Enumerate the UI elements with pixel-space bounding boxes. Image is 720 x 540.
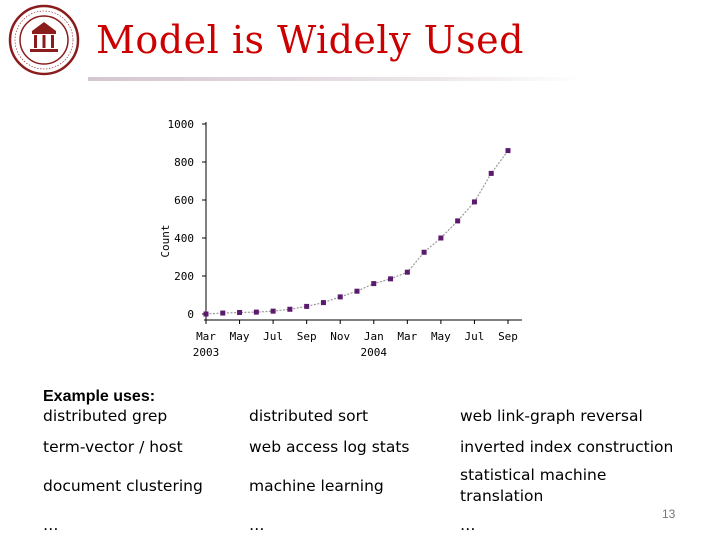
data-point — [337, 294, 343, 300]
data-point — [203, 311, 209, 317]
use-document-clustering: document clustering — [43, 477, 203, 495]
y-axis-label: Count — [159, 224, 172, 257]
use-distributed-sort: distributed sort — [249, 407, 369, 425]
x-tick-label: Jan — [364, 330, 384, 343]
y-tick-label: 0 — [187, 308, 194, 321]
data-point — [505, 148, 511, 154]
data-point — [371, 281, 377, 287]
data-point — [421, 249, 427, 255]
data-point — [270, 308, 276, 314]
use-distributed-grep: distributed grep — [43, 407, 168, 425]
use-term-vector-host: term-vector / host — [43, 438, 183, 456]
x-tick-label: Sep — [498, 330, 518, 343]
use-more-col3: … — [460, 516, 476, 534]
data-point — [304, 303, 310, 309]
use-statistical-machine-translation: statistical machine translation — [460, 466, 607, 505]
use-more-col1: … — [43, 516, 59, 534]
x-tick-label: Nov — [330, 330, 350, 343]
x-year-label: 2004 — [361, 346, 388, 359]
data-point — [320, 300, 326, 306]
data-point — [438, 235, 444, 241]
x-tick-label: Jul — [465, 330, 485, 343]
use-web-link-graph-reversal: web link-graph reversal — [460, 407, 643, 425]
use-machine-learning: machine learning — [249, 477, 384, 495]
data-point — [354, 288, 360, 294]
data-point — [287, 306, 293, 312]
x-tick-label: Jul — [263, 330, 283, 343]
data-point — [455, 218, 461, 224]
data-point — [404, 269, 410, 275]
use-inverted-index-construction: inverted index construction — [460, 438, 674, 456]
data-point — [253, 309, 259, 315]
data-point — [488, 170, 494, 176]
y-tick-label: 400 — [174, 232, 194, 245]
use-web-access-log-stats: web access log stats — [249, 438, 410, 456]
slide-title: Model is Widely Used — [96, 18, 524, 62]
x-tick-label: Mar — [397, 330, 417, 343]
data-point — [237, 309, 243, 315]
x-tick-label: May — [230, 330, 250, 343]
example-uses-heading: Example uses: — [43, 388, 156, 405]
data-point — [220, 310, 226, 316]
university-seal-logo — [8, 4, 80, 76]
x-year-label: 2003 — [193, 346, 220, 359]
data-point — [388, 276, 394, 282]
x-tick-label: Sep — [297, 330, 317, 343]
y-tick-label: 800 — [174, 156, 194, 169]
y-tick-label: 1000 — [168, 118, 195, 131]
y-tick-label: 600 — [174, 194, 194, 207]
data-point — [471, 199, 477, 205]
use-more-col2: … — [249, 516, 265, 534]
title-divider — [88, 77, 582, 81]
x-tick-label: Mar — [196, 330, 216, 343]
count-line-chart: 0 200 400 600 800 1000 Count Mar May Jul Sep Nov Jan… — [159, 118, 522, 359]
page-number: 13 — [662, 507, 676, 521]
y-tick-label: 200 — [174, 270, 194, 283]
x-tick-label: May — [431, 330, 451, 343]
